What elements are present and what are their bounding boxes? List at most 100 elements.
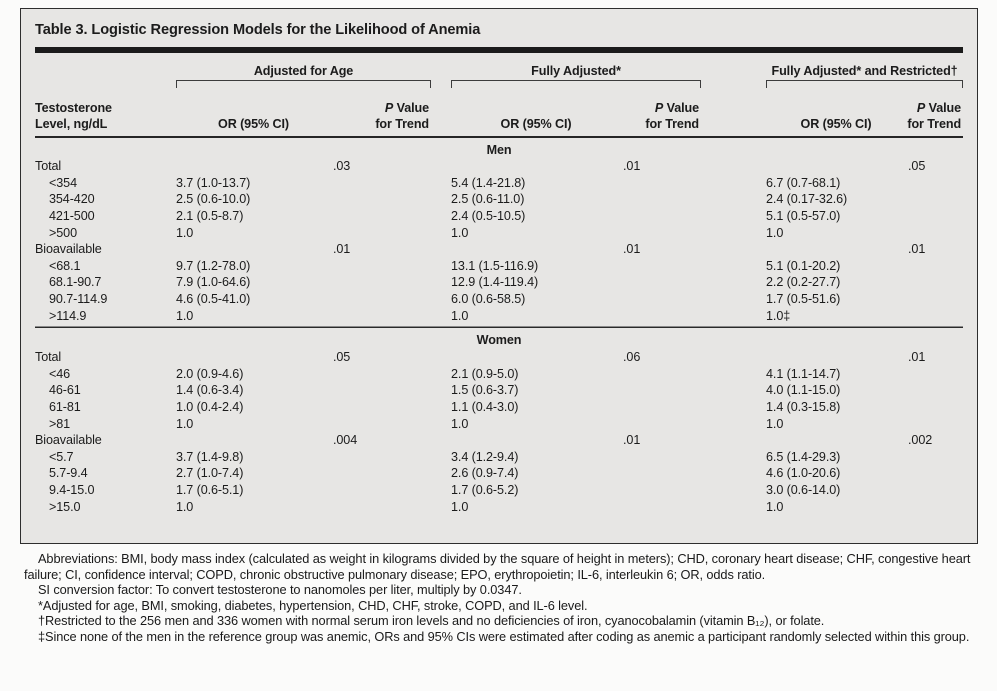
- column-gap: [431, 191, 451, 208]
- or-cell-adjusted-age: 1.0: [176, 499, 194, 514]
- or-cell-fully-adjusted: 2.1 (0.9-5.0): [451, 366, 519, 381]
- row-label: 90.7-114.9: [49, 292, 108, 307]
- row-label: Bioavailable: [35, 242, 102, 257]
- or-cell-fully-adjusted-restricted: [766, 158, 906, 175]
- group-header-adjusted-for-age: Adjusted for Age: [253, 64, 354, 78]
- or-cell-adjusted-age: 1.0 (0.4-2.4): [176, 400, 244, 415]
- table-row: <354 3.7 (1.0-13.7) 5.4 (1.4-21.8) 6.7 (0.7…: [35, 175, 963, 192]
- sub-header-row: Testosterone Level, ng/dL OR (95% CI) P …: [35, 88, 964, 138]
- group-header-fully-adjusted: Fully Adjusted*: [531, 64, 621, 78]
- or-cell-adjusted-age: 1.0: [176, 308, 194, 323]
- p-rest: Value: [393, 101, 430, 116]
- column-gap: [431, 307, 451, 324]
- column-gap: [701, 274, 766, 291]
- p-value-cell-fully-adjusted-restricted: [906, 191, 963, 208]
- table-row: 354-420 2.5 (0.6-10.0) 2.5 (0.6-11.0) 2.4 (…: [35, 191, 963, 208]
- p-value-cell-fully-adjusted-restricted: [906, 415, 963, 432]
- p-value-cell-fully-adjusted: .01: [623, 159, 641, 174]
- p-value-cell-adjusted-age: [331, 258, 431, 275]
- p-value-cell-adjusted-age: .004: [333, 433, 358, 448]
- table-row: <46 2.0 (0.9-4.6) 2.1 (0.9-5.0) 4.1 (1.1-14…: [35, 366, 963, 383]
- or-cell-fully-adjusted-restricted: 2.2 (0.2-27.7): [766, 275, 841, 290]
- or-cell-fully-adjusted-restricted: 4.0 (1.1-15.0): [766, 383, 841, 398]
- p-line2: for Trend: [375, 116, 430, 131]
- table-header: Adjusted for Age Fully Adjusted* Fully A…: [35, 55, 964, 138]
- or-cell-fully-adjusted-restricted: 5.1 (0.5-57.0): [766, 209, 841, 224]
- p-value-cell-fully-adjusted: [621, 415, 701, 432]
- column-gap: [431, 349, 451, 366]
- p-value-cell-fully-adjusted: [621, 482, 701, 499]
- section-divider: [35, 326, 964, 329]
- column-gap: [431, 366, 451, 383]
- table-body: Men Total .03 .01 .05 <354 3.7 (1.0-13.7) 5.4 (…: [35, 137, 964, 515]
- row-label: Total: [35, 159, 62, 174]
- or-cell-fully-adjusted-restricted: 1.7 (0.5-51.6): [766, 292, 841, 307]
- table-row: 421-500 2.1 (0.5-8.7) 2.4 (0.5-10.5) 5.1 (0…: [35, 208, 963, 225]
- or-cell-fully-adjusted: 6.0 (0.6-58.5): [451, 292, 526, 307]
- column-gap: [701, 465, 766, 482]
- row-label: >81: [49, 416, 71, 431]
- footnotes: Abbreviations: BMI, body mass index (cal…: [24, 551, 976, 645]
- or-cell-adjusted-age: 9.7 (1.2-78.0): [176, 258, 251, 273]
- column-gap: [431, 498, 451, 515]
- p-value-cell-adjusted-age: [331, 449, 431, 466]
- p-value-cell-fully-adjusted: [621, 498, 701, 515]
- p-value-cell-adjusted-age: [331, 465, 431, 482]
- or-cell-adjusted-age: 2.5 (0.6-10.0): [176, 192, 251, 207]
- or-cell-fully-adjusted: 1.1 (0.4-3.0): [451, 400, 519, 415]
- p-value-cell-adjusted-age: [331, 399, 431, 416]
- column-gap: [701, 241, 766, 258]
- p-value-cell-fully-adjusted: [621, 224, 701, 241]
- or-header-2: OR (95% CI): [451, 88, 622, 138]
- or-cell-fully-adjusted-restricted: 1.0: [766, 499, 784, 514]
- p-value-cell-fully-adjusted-restricted: .05: [908, 159, 926, 174]
- p-value-cell-fully-adjusted: [621, 382, 701, 399]
- p-value-cell-fully-adjusted: .01: [623, 242, 641, 257]
- column-gap: [701, 291, 766, 308]
- p-value-cell-fully-adjusted: .06: [623, 350, 641, 365]
- row-label: 354-420: [49, 192, 95, 207]
- p-value-cell-fully-adjusted: [621, 274, 701, 291]
- p-value-cell-fully-adjusted: [621, 208, 701, 225]
- or-cell-fully-adjusted: [451, 158, 621, 175]
- or-cell-fully-adjusted: [451, 349, 621, 366]
- or-cell-fully-adjusted-restricted: 1.0: [766, 225, 784, 240]
- p-value-cell-fully-adjusted-restricted: [906, 307, 963, 324]
- column-gap: [431, 432, 451, 449]
- row-label: Bioavailable: [35, 433, 102, 448]
- row-label: <68.1: [49, 258, 81, 273]
- p-italic: P: [916, 101, 926, 116]
- column-gap: [431, 224, 451, 241]
- table-row: 68.1-90.7 7.9 (1.0-64.6) 12.9 (1.4-119.4) 2…: [35, 274, 963, 291]
- group-header-fully-adjusted-restricted: Fully Adjusted* and Restricted†: [771, 64, 958, 78]
- or-cell-fully-adjusted-restricted: [766, 432, 906, 449]
- column-gap: [701, 449, 766, 466]
- column-gap: [431, 158, 451, 175]
- or-cell-fully-adjusted-restricted: 1.0: [766, 416, 784, 431]
- p-value-cell-fully-adjusted: [621, 191, 701, 208]
- p-value-cell-adjusted-age: [331, 191, 431, 208]
- p-value-cell-fully-adjusted-restricted: [906, 291, 963, 308]
- row-label: 46-61: [49, 383, 81, 398]
- column-gap: [701, 307, 766, 324]
- or-cell-adjusted-age: 1.7 (0.6-5.1): [176, 482, 244, 497]
- p-rest: Value: [663, 101, 700, 116]
- p-value-cell-fully-adjusted-restricted: [906, 382, 963, 399]
- or-cell-adjusted-age: [176, 241, 331, 258]
- table-row: <5.7 3.7 (1.4-9.8) 3.4 (1.2-9.4) 6.5 (1.4-2…: [35, 449, 963, 466]
- or-cell-fully-adjusted-restricted: 3.0 (0.6-14.0): [766, 482, 841, 497]
- column-gap: [431, 274, 451, 291]
- p-value-cell-fully-adjusted-restricted: [906, 274, 963, 291]
- p-value-cell-fully-adjusted: [621, 175, 701, 192]
- or-cell-fully-adjusted: [451, 432, 621, 449]
- footnote-dagger: †Restricted to the 256 men and 336 women…: [38, 613, 825, 629]
- column-gap: [431, 482, 451, 499]
- or-cell-adjusted-age: 7.9 (1.0-64.6): [176, 275, 251, 290]
- table-row: >500 1.0 1.0 1.0: [35, 224, 963, 241]
- p-value-cell-adjusted-age: [331, 482, 431, 499]
- table-row: >15.0 1.0 1.0 1.0: [35, 498, 963, 515]
- p-value-cell-fully-adjusted-restricted: [906, 258, 963, 275]
- or-cell-adjusted-age: [176, 158, 331, 175]
- table-row: Bioavailable .004 .01 .002: [35, 432, 963, 449]
